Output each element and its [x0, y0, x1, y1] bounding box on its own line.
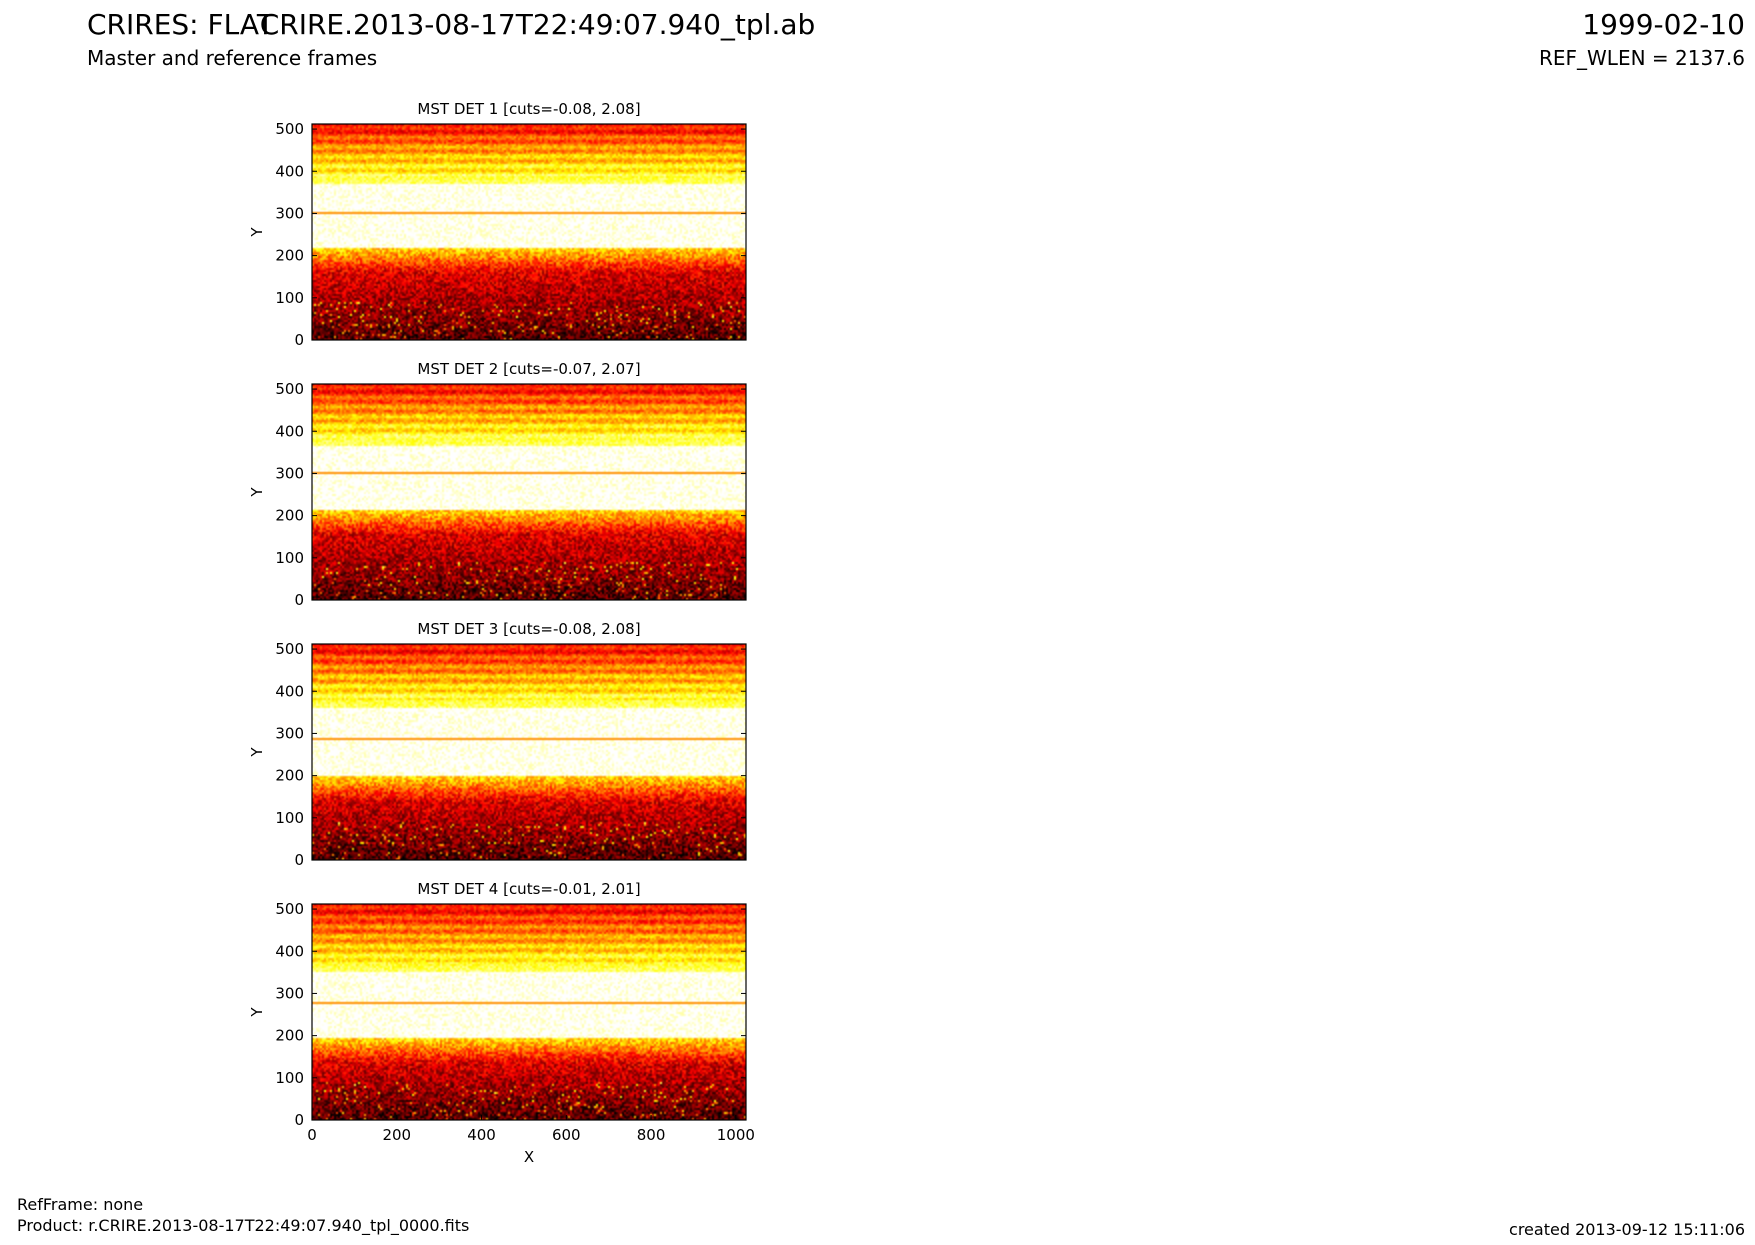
y-axis-label: Y: [248, 747, 266, 758]
axes-frame: [311, 123, 747, 341]
y-tick-label: 200: [275, 247, 304, 265]
x-axis-label: X: [524, 1148, 534, 1166]
y-tick-label: 100: [275, 289, 304, 307]
y-tick-label: 100: [275, 1069, 304, 1087]
header-left-title: CRIRES: FLAT: [87, 8, 274, 41]
y-tick-label: 400: [275, 422, 304, 440]
header-right-date: 1999-02-10: [1582, 8, 1745, 41]
heatmap-panel-1: MST DET 1 [cuts=-0.08, 2.08] 0 100 200 300 40…: [248, 100, 747, 349]
y-tick-label: 400: [275, 162, 304, 180]
x-tick-label: 1000: [717, 1126, 755, 1144]
x-tick-label: 200: [382, 1126, 411, 1144]
y-tick-label: 200: [275, 1027, 304, 1045]
y-tick-label: 400: [275, 682, 304, 700]
y-axis-label: Y: [248, 1007, 266, 1018]
x-tick-label: 800: [637, 1126, 666, 1144]
axes-frame: [311, 643, 747, 861]
y-tick-label: 0: [294, 331, 304, 349]
heatmap-image: [312, 124, 746, 340]
x-tick-label: 400: [467, 1126, 496, 1144]
y-tick-label: 300: [275, 204, 304, 222]
y-tick-label: 300: [275, 464, 304, 482]
y-tick-label: 100: [275, 549, 304, 567]
x-tick-label: 0: [307, 1126, 317, 1144]
axes-frame: [311, 903, 747, 1121]
y-axis-label: Y: [248, 487, 266, 498]
header-left-subtitle: Master and reference frames: [87, 46, 378, 70]
y-tick-label: 500: [275, 640, 304, 658]
panel-title: MST DET 4 [cuts=-0.01, 2.01]: [417, 880, 640, 898]
heatmap-panel-3: MST DET 3 [cuts=-0.08, 2.08] 0 100 200 300 40…: [248, 620, 747, 869]
y-tick-label: 200: [275, 507, 304, 525]
heatmap-image: [312, 384, 746, 600]
y-tick-label: 100: [275, 809, 304, 827]
y-tick-label: 300: [275, 984, 304, 1002]
footer-created: created 2013-09-12 15:11:06: [1509, 1220, 1745, 1239]
footer-ref-frame: RefFrame: none: [17, 1195, 144, 1214]
panel-title: MST DET 1 [cuts=-0.08, 2.08]: [417, 100, 640, 118]
y-axis-label: Y: [248, 227, 266, 238]
footer-product: Product: r.CRIRE.2013-08-17T22:49:07.940…: [17, 1216, 470, 1235]
heatmap-image: [312, 904, 746, 1120]
axes-frame: [311, 383, 747, 601]
y-tick-label: 500: [275, 900, 304, 918]
panel-title: MST DET 3 [cuts=-0.08, 2.08]: [417, 620, 640, 638]
panel-title: MST DET 2 [cuts=-0.07, 2.07]: [417, 360, 640, 378]
y-tick-label: 0: [294, 591, 304, 609]
heatmap-image: [312, 644, 746, 860]
y-tick-label: 0: [294, 1111, 304, 1129]
heatmap-panel-2: MST DET 2 [cuts=-0.07, 2.07] 0 100 200 300 40…: [248, 360, 747, 609]
y-tick-label: 500: [275, 120, 304, 138]
x-tick-label: 600: [552, 1126, 581, 1144]
header-center-title: CRIRE.2013-08-17T22:49:07.940_tpl.ab: [259, 8, 816, 41]
y-tick-label: 200: [275, 767, 304, 785]
header-right-subtitle: REF_WLEN = 2137.6: [1538, 46, 1745, 70]
y-tick-label: 300: [275, 724, 304, 742]
heatmap-panel-4: MST DET 4 [cuts=-0.01, 2.01] 0 100 200 300 40…: [248, 880, 755, 1166]
y-tick-label: 0: [294, 851, 304, 869]
y-tick-label: 400: [275, 942, 304, 960]
y-tick-label: 500: [275, 380, 304, 398]
